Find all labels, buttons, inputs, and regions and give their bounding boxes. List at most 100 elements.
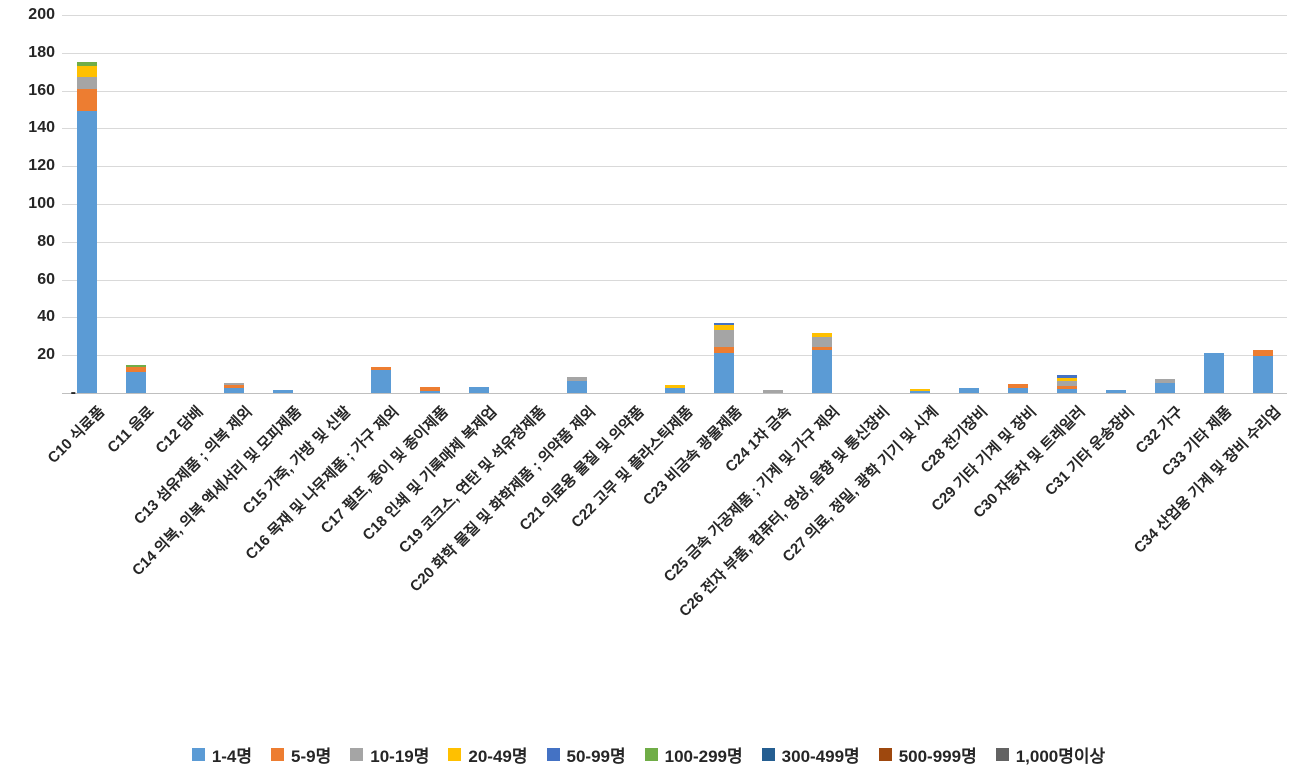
y-axis-tick-label: 100: [28, 195, 55, 212]
bar-segment-1-4명: [1252, 356, 1273, 393]
bar-segment-5-9명: [1252, 350, 1273, 357]
legend-swatch-icon: [644, 748, 658, 761]
bar-segment-20-49명: [76, 66, 97, 78]
y-axis-tick-label: 160: [28, 81, 55, 99]
y-gridline: [62, 279, 1287, 281]
y-axis-tick-label: 120: [28, 157, 55, 175]
bar-segment-1-4명: [1154, 382, 1175, 393]
y-gridline: [62, 204, 1287, 205]
y-axis-tick-label: 200: [28, 6, 55, 23]
bar-segment-1-4명: [125, 372, 146, 393]
legend-item: 20-49명: [448, 742, 528, 767]
bar-segment-50-99명: [713, 323, 734, 325]
legend-item: 5-9명: [271, 742, 331, 767]
legend-label: 500-999명: [898, 747, 977, 766]
bar-segment-5-9명: [76, 88, 97, 112]
y-gridline: [62, 90, 1287, 92]
legend-swatch-icon: [995, 748, 1009, 761]
bar-segment-1-4명: [1203, 353, 1224, 393]
legend-label: 20-49명: [468, 747, 528, 766]
bar-segment-5-9명: [713, 346, 734, 354]
bar-segment-20-49명: [811, 333, 832, 338]
legend-label: 10-19명: [370, 747, 430, 766]
bar-segment-5-9명: [1056, 386, 1077, 390]
bar-segment-1-4명: [958, 388, 979, 393]
y-axis-tick-label: 60: [37, 270, 55, 288]
bar-segment-5-9명: [125, 367, 146, 373]
bar-segment-10-19명: [566, 376, 587, 381]
bar-segment-10-19명: [1154, 378, 1175, 383]
legend-item: 1,000명이상: [995, 742, 1106, 767]
bar-segment-10-19명: [811, 337, 832, 347]
y-gridline: [62, 317, 1287, 319]
bar-segment-1-4명: [223, 388, 244, 393]
y-gridline: [62, 15, 1287, 16]
legend-swatch-icon: [448, 748, 462, 761]
legend-swatch-icon: [546, 748, 560, 761]
bar-segment-20-49명: [1056, 377, 1077, 381]
bar-segment-10-19명: [762, 390, 783, 393]
bar-segment-1-4명: [419, 391, 440, 393]
bar-segment-5-9명: [811, 346, 832, 351]
legend-item: 100-299명: [644, 742, 743, 767]
bar-segment-1-4명: [468, 387, 489, 393]
legend-item: 10-19명: [350, 742, 429, 767]
bar-segment-20-49명: [664, 385, 685, 389]
bar-segment-10-19명: [76, 77, 97, 89]
bar-segment-20-49명: [909, 389, 930, 392]
bar-segment-1-4명: [811, 350, 832, 393]
y-axis-tick-label: -: [70, 384, 76, 401]
bar-segment-10-19명: [713, 329, 734, 347]
y-axis-tick-label: 140: [28, 119, 55, 137]
bar-segment-1-4명: [370, 370, 391, 393]
bar-segment-1-4명: [1007, 388, 1028, 393]
bar-segment-1-4명: [76, 111, 97, 393]
legend-item: 50-99명: [546, 742, 626, 767]
bar-segment-1-4명: [272, 390, 293, 393]
y-gridline: [62, 128, 1287, 130]
bar-segment-1-4명: [664, 388, 685, 393]
legend-label: 5-9명: [291, 747, 332, 766]
x-axis-label: C11 음료: [104, 403, 158, 457]
bar-segment-100-299명: [76, 62, 97, 67]
bar-segment-5-9명: [223, 385, 244, 389]
bar-segment-10-19명: [223, 382, 244, 386]
legend-swatch-icon: [271, 748, 285, 761]
y-gridline: [62, 241, 1287, 243]
legend-label: 1-4명: [211, 747, 253, 766]
legend-swatch-icon: [761, 748, 775, 761]
y-gridline: [62, 52, 1287, 54]
bar-segment-10-19명: [1056, 380, 1077, 387]
legend-label: 1,000명이상: [1015, 747, 1106, 766]
legend-item: 1-4명: [191, 742, 253, 767]
bar-segment-1-4명: [566, 380, 587, 393]
bar-segment-1-4명: [1056, 389, 1077, 393]
bar-segment-1-4명: [909, 391, 930, 393]
y-axis-tick-label: 40: [37, 308, 55, 326]
legend-label: 100-299명: [664, 747, 743, 766]
legend-label: 300-499명: [781, 747, 860, 766]
legend-label: 50-99명: [566, 747, 626, 766]
bar-segment-100-299명: [125, 364, 146, 368]
y-gridline: [62, 166, 1287, 168]
bar-segment-1-4명: [713, 353, 734, 393]
legend: 1-4명 5-9명 10-19명 20-49명 50-99명 100-299명 300-49…: [0, 742, 1297, 767]
bar-segment-50-99명: [1056, 375, 1077, 378]
bar-segment-5-9명: [419, 387, 440, 392]
y-gridline: [62, 355, 1287, 357]
bar-segment-1-4명: [1105, 390, 1126, 393]
y-axis-tick-label: 80: [37, 232, 55, 250]
y-axis-tick-label: 20: [37, 346, 55, 364]
x-axis-label: C10 식료품: [44, 403, 109, 467]
y-axis-tick-label: 180: [28, 43, 55, 61]
legend-swatch-icon: [350, 748, 364, 761]
legend-swatch-icon: [191, 748, 205, 761]
legend-item: 300-499명: [761, 742, 860, 767]
bar-segment-5-9명: [370, 367, 391, 371]
bar-segment-20-49명: [713, 324, 734, 330]
bar-segment-5-9명: [1007, 384, 1028, 389]
legend-item: 500-999명: [878, 742, 977, 767]
x-axis-line: [62, 393, 1287, 394]
legend-swatch-icon: [878, 748, 892, 761]
